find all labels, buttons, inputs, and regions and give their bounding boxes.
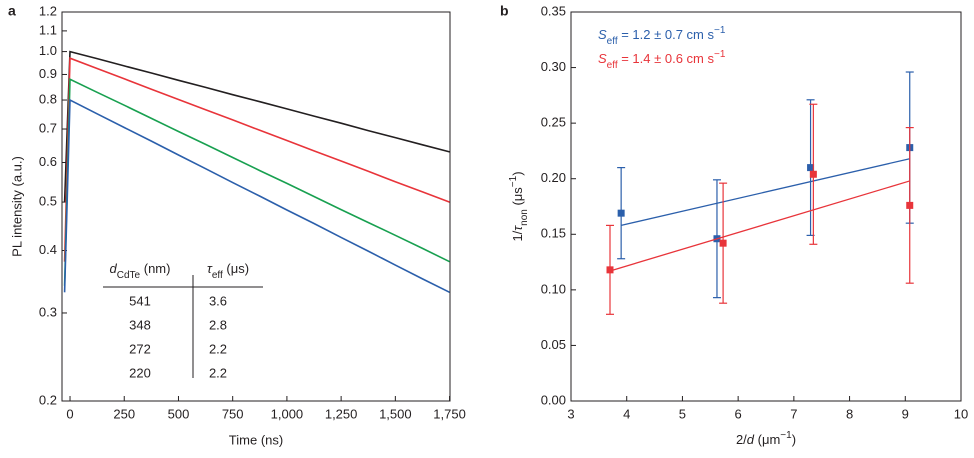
data-point bbox=[719, 239, 727, 247]
y-tick-label: 0.15 bbox=[541, 226, 566, 241]
table-header-part: eff bbox=[212, 270, 223, 281]
y-tick-label: 0.25 bbox=[541, 115, 566, 130]
fit-line bbox=[620, 158, 910, 227]
x-tick-label: 9 bbox=[902, 406, 909, 421]
y-tick-label: 0.4 bbox=[39, 242, 57, 257]
y-tick-label: 0.2 bbox=[39, 392, 57, 407]
y-tick-label: 0.8 bbox=[39, 91, 57, 106]
table-header: τeff (μs) bbox=[207, 261, 249, 281]
fit-line bbox=[609, 180, 910, 272]
x-axis-label-part: 2/ bbox=[736, 432, 747, 447]
panel-label: a bbox=[8, 3, 16, 19]
table-cell: 2.2 bbox=[209, 365, 227, 380]
y-tick-label: 0.7 bbox=[39, 120, 57, 135]
table-header: dCdTe (nm) bbox=[110, 261, 171, 281]
y-tick-label: 0.10 bbox=[541, 281, 566, 296]
annotation-part: −1 bbox=[714, 25, 726, 36]
y-tick-label: 1.2 bbox=[39, 3, 57, 18]
table-cell: 541 bbox=[129, 293, 151, 308]
y-tick-label: 0.6 bbox=[39, 154, 57, 169]
x-tick-label: 250 bbox=[113, 406, 135, 421]
y-tick-label: 0.30 bbox=[541, 59, 566, 74]
y-axis-label-part: (μs bbox=[510, 187, 525, 209]
table-header-part: d bbox=[110, 261, 118, 276]
annotation-part: S bbox=[598, 51, 607, 66]
y-tick-label: 0.00 bbox=[541, 392, 566, 407]
y-tick-label: 0.05 bbox=[541, 337, 566, 352]
table-cell: 3.6 bbox=[209, 293, 227, 308]
y-axis-label: PL intensity (a.u.) bbox=[9, 156, 24, 257]
y-axis-label-part: ) bbox=[510, 171, 525, 175]
y-tick-label: 1.1 bbox=[39, 22, 57, 37]
x-tick-label: 4 bbox=[623, 406, 630, 421]
table-cell: 272 bbox=[129, 341, 151, 356]
x-tick-label: 750 bbox=[222, 406, 244, 421]
annotation-part: −1 bbox=[714, 49, 726, 60]
table-header-part: τ bbox=[207, 261, 213, 276]
table-cell: 220 bbox=[129, 365, 151, 380]
x-tick-label: 10 bbox=[954, 406, 968, 421]
annotation-part: = 1.4 ± 0.6 cm s bbox=[618, 51, 715, 66]
annotation: Seff = 1.4 ± 0.6 cm s−1 bbox=[598, 49, 726, 71]
x-tick-label: 1,000 bbox=[271, 406, 304, 421]
data-point bbox=[906, 201, 914, 209]
table-cell: 2.2 bbox=[209, 341, 227, 356]
plot-frame bbox=[570, 11, 962, 402]
decay-curve bbox=[63, 57, 450, 262]
data-point bbox=[807, 164, 815, 172]
annotation-part: eff bbox=[607, 60, 618, 71]
x-tick-label: 6 bbox=[735, 406, 742, 421]
decay-curve bbox=[63, 98, 450, 294]
x-tick-label: 8 bbox=[846, 406, 853, 421]
annotation-part: S bbox=[598, 27, 607, 42]
x-tick-label: 1,500 bbox=[379, 406, 412, 421]
table-cell: 2.8 bbox=[209, 317, 227, 332]
annotation-part: = 1.2 ± 0.7 cm s bbox=[618, 27, 715, 42]
y-tick-label: 0.5 bbox=[39, 194, 57, 209]
annotation-part: eff bbox=[607, 36, 618, 47]
y-axis-label-part: 1/ bbox=[510, 230, 525, 241]
x-tick-label: 5 bbox=[679, 406, 686, 421]
x-axis-label-part: (μm bbox=[754, 432, 780, 447]
x-tick-label: 1,750 bbox=[433, 406, 466, 421]
data-point bbox=[617, 209, 625, 217]
table-cell: 348 bbox=[129, 317, 151, 332]
x-axis-label: 2/d (μm−1) bbox=[736, 430, 796, 447]
x-tick-label: 1,250 bbox=[325, 406, 358, 421]
x-tick-label: 0 bbox=[66, 406, 73, 421]
y-tick-label: 0.20 bbox=[541, 170, 566, 185]
y-tick-label: 0.35 bbox=[541, 3, 566, 18]
x-axis-label-part: ) bbox=[792, 432, 796, 447]
x-axis-label-part: d bbox=[747, 432, 755, 447]
x-tick-label: 500 bbox=[168, 406, 190, 421]
x-tick-label: 7 bbox=[790, 406, 797, 421]
y-axis-label-part: τ bbox=[510, 225, 525, 231]
x-axis-label: Time (ns) bbox=[229, 432, 283, 447]
y-tick-label: 1.0 bbox=[39, 43, 57, 58]
y-tick-label: 0.9 bbox=[39, 66, 57, 81]
decay-curve bbox=[63, 50, 450, 203]
table-header-part: (nm) bbox=[140, 261, 170, 276]
x-tick-label: 3 bbox=[567, 406, 574, 421]
data-point bbox=[809, 170, 817, 178]
y-axis-label-part: −1 bbox=[508, 175, 519, 187]
y-tick-label: 0.3 bbox=[39, 304, 57, 319]
plot-frame bbox=[61, 11, 451, 402]
panel-label: b bbox=[500, 3, 509, 19]
table-header-part: CdTe bbox=[117, 270, 141, 281]
table-header-part: (μs) bbox=[223, 261, 249, 276]
y-axis-label: 1/τnon (μs−1) bbox=[508, 171, 530, 241]
y-axis-label-part: non bbox=[519, 209, 530, 226]
decay-curve bbox=[63, 78, 450, 286]
x-axis-label-part: −1 bbox=[780, 430, 792, 441]
annotation: Seff = 1.2 ± 0.7 cm s−1 bbox=[598, 25, 726, 47]
data-point bbox=[606, 266, 614, 274]
